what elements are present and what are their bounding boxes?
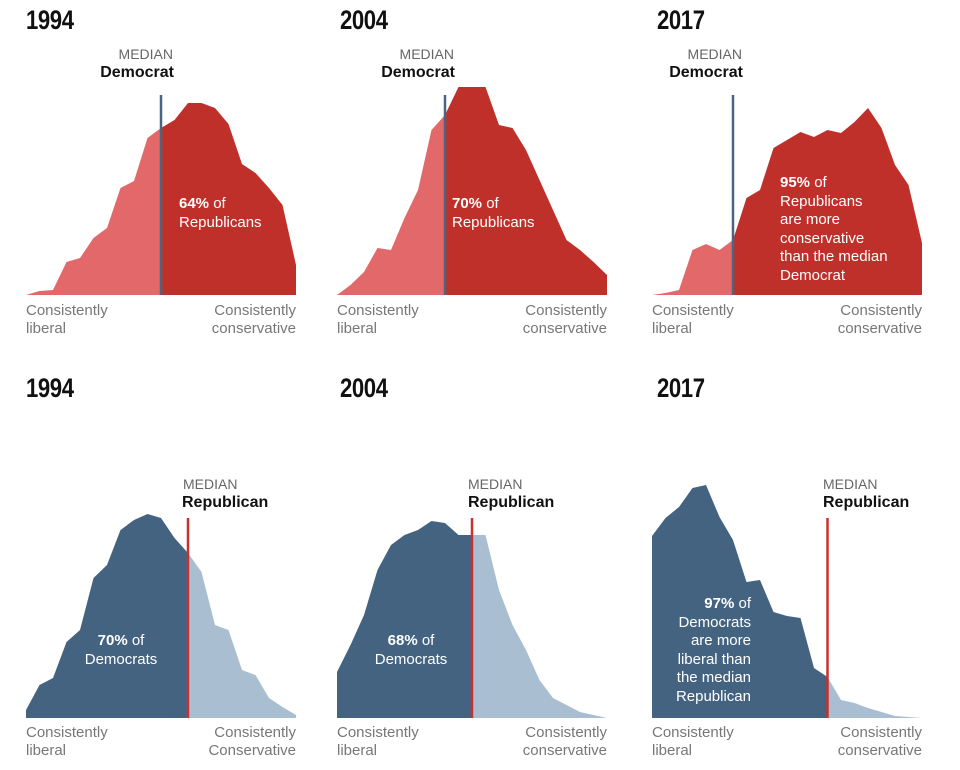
area-right-of-median: [733, 108, 922, 295]
annotation: 70% of Democrats: [84, 632, 158, 668]
panel-title: 1994: [26, 5, 74, 35]
median-label: MEDIAN: [687, 46, 742, 62]
panel-title: 2004: [340, 5, 388, 35]
panel-1: [337, 87, 607, 295]
median-party-label: Democrat: [381, 64, 455, 81]
panel-3: [26, 514, 296, 718]
area-right-of-median: [445, 87, 607, 295]
axis-label-left: Consistently liberal: [652, 302, 734, 337]
median-party-label: Democrat: [100, 64, 174, 81]
axis-label-right: Consistently conservative: [522, 302, 607, 337]
annotation: 68% of Democrats: [374, 632, 448, 668]
axis-label-right: Consistently conservative: [211, 302, 296, 337]
axis-label-right: Consistently conservative: [837, 302, 922, 337]
area-right-of-median: [827, 677, 922, 718]
panel-4: [337, 518, 607, 718]
annotation: 97% of Democrats are more liberal than the m…: [675, 595, 751, 705]
axis-label-left: Consistently liberal: [337, 724, 419, 759]
area-left-of-median: [652, 240, 733, 295]
median-label: MEDIAN: [183, 476, 238, 492]
annotation: 70% of Republicans: [452, 195, 535, 231]
median-party-label: Republican: [468, 494, 555, 511]
area-left-of-median: [26, 128, 161, 295]
median-label: MEDIAN: [468, 476, 523, 492]
axis-label-left: Consistently liberal: [337, 302, 419, 337]
median-party-label: Republican: [823, 494, 910, 511]
axis-label-right: Consistently conservative: [522, 724, 607, 759]
panel-5: [652, 485, 922, 718]
panel-title: 2004: [340, 373, 388, 403]
axis-label-left: Consistently liberal: [26, 724, 108, 759]
panel-title: 1994: [26, 373, 74, 403]
median-label: MEDIAN: [118, 46, 173, 62]
area-left-of-median: [652, 485, 828, 718]
median-label: MEDIAN: [399, 46, 454, 62]
panel-0: [26, 95, 296, 295]
axis-label-left: Consistently liberal: [652, 724, 734, 759]
median-party-label: Democrat: [669, 64, 743, 81]
panel-2: [652, 95, 922, 295]
panel-title: 2017: [657, 5, 705, 35]
axis-label-right: Consistently Conservative: [208, 724, 296, 759]
area-right-of-median: [188, 553, 296, 718]
panel-title: 2017: [657, 373, 705, 403]
median-label: MEDIAN: [823, 476, 878, 492]
annotation: 64% of Republicans: [179, 195, 262, 231]
annotation: 95% of Republicans are more conservative tha…: [780, 174, 888, 284]
axis-label-right: Consistently conservative: [837, 724, 922, 759]
area-left-of-median: [337, 115, 445, 295]
axis-label-left: Consistently liberal: [26, 302, 108, 337]
area-right-of-median: [161, 103, 296, 295]
area-left-of-median: [26, 514, 188, 718]
area-left-of-median: [337, 521, 472, 718]
area-right-of-median: [472, 535, 607, 718]
median-party-label: Republican: [182, 494, 269, 511]
